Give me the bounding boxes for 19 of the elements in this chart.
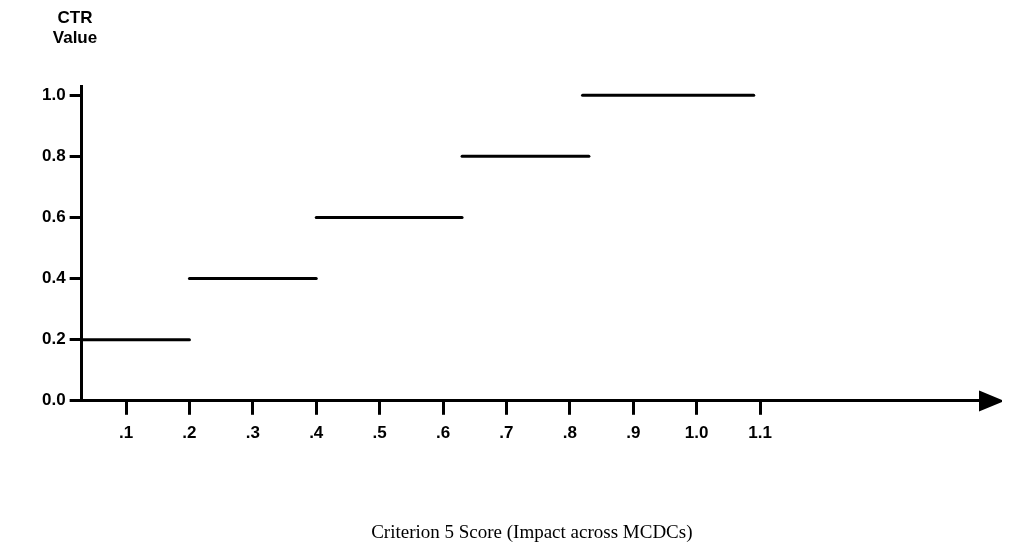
x-tick-label: .6 [435, 422, 451, 442]
y-tick-label: 0.8 [41, 145, 66, 165]
x-tick-label: .9 [626, 422, 641, 442]
x-tick-label: .5 [372, 422, 387, 442]
x-tick-label: .2 [182, 422, 197, 442]
y-tick-label: 0.6 [41, 207, 66, 227]
x-axis-title: Criterion 5 Score (Impact across MCDCs) [371, 520, 693, 543]
x-tick-label: 1.1 [748, 422, 772, 442]
y-tick-label: 1.0 [41, 84, 66, 104]
x-tick-label: 1.0 [684, 422, 709, 442]
y-tick-label: 0.2 [41, 329, 66, 349]
x-tick-label: .8 [562, 422, 577, 442]
y-axis-title: CTR Value [51, 8, 99, 48]
x-tick-label: .7 [499, 422, 514, 442]
x-tick-label: .4 [309, 422, 324, 442]
x-tick-label: .1 [118, 422, 134, 442]
y-tick-label: 0.0 [41, 390, 66, 410]
x-tick-label: .3 [245, 422, 260, 442]
y-tick-label: 0.4 [41, 268, 67, 288]
